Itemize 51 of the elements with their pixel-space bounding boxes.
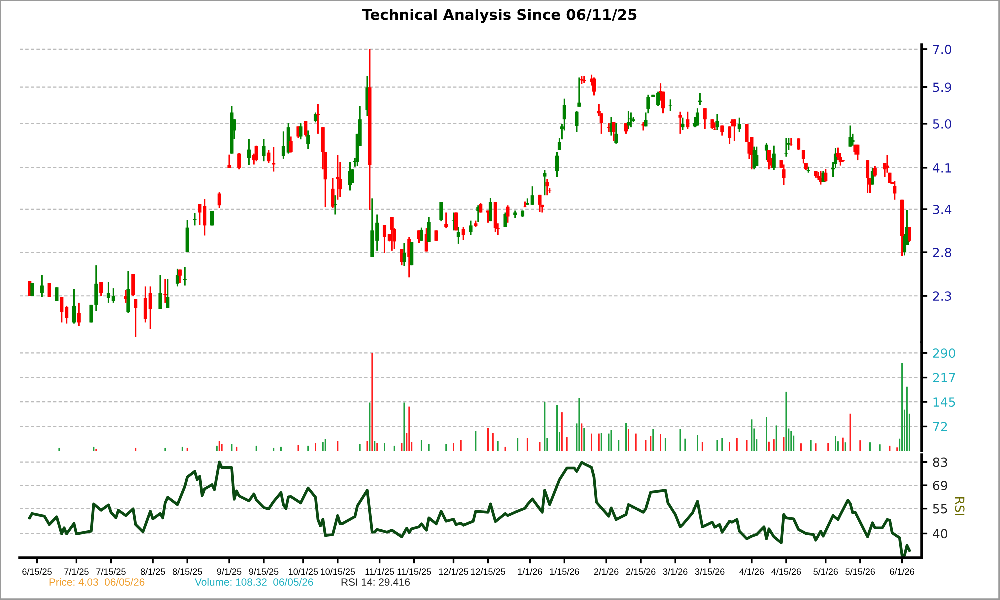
x-tick-label: 5/1/26: [814, 568, 838, 576]
x-tick-label: 1/1/26: [518, 568, 542, 576]
candlestick: [90, 304, 94, 324]
chart-title: Technical Analysis Since 06/11/25: [362, 9, 637, 24]
x-tick-label: 12/15/25: [471, 568, 506, 576]
x-tick-label: 3/1/26: [663, 568, 688, 576]
y-tick-label: 5.0: [933, 119, 952, 129]
y-axis-title: RSI: [955, 498, 965, 516]
x-tick-label: 2/15/26: [626, 568, 656, 576]
x-tick-label: 8/15/25: [172, 568, 202, 576]
x-tick-label: 4/15/26: [772, 568, 802, 576]
y-tick-label: 145: [934, 398, 956, 408]
y-tick-label: 4.1: [933, 164, 952, 173]
text: Volume: 108.32 06/05/26: [195, 578, 314, 586]
candlestick: [410, 242, 414, 266]
text: RSI 14: 29.416: [342, 578, 410, 586]
y-tick-label: 290: [933, 348, 956, 358]
x-tick-label: 2/1/26: [594, 568, 619, 576]
y-tick-label: 2.3: [933, 292, 952, 302]
y-tick-label: 40: [933, 529, 948, 539]
x-tick-label: 7/15/25: [96, 568, 126, 576]
candlestick: [30, 282, 34, 297]
line-series: [28, 460, 912, 558]
x-tick-label: 11/15/25: [398, 568, 432, 576]
y-tick-label: 7.0: [933, 44, 952, 54]
y-tick-label: 2.8: [933, 248, 952, 258]
x-tick-label: 1/15/26: [550, 568, 580, 576]
x-tick-label: 5/15/26: [846, 568, 876, 576]
candlestick: [48, 282, 52, 298]
x-tick-label: 6/1/26: [890, 568, 914, 576]
x-tick-label: 3/15/26: [695, 568, 725, 576]
text: Price: 4.03 06/05/26: [50, 578, 145, 586]
x-tick-label: 12/1/25: [439, 568, 468, 576]
y-tick-label: 217: [933, 373, 956, 383]
y-tick-label: 3.4: [933, 204, 952, 214]
x-tick-label: 7/1/25: [64, 568, 89, 576]
y-tick-label: 72: [933, 422, 948, 432]
x-tick-label: 11/1/25: [366, 568, 394, 576]
x-tick-label: 4/1/26: [740, 568, 764, 576]
y-tick-label: 83: [933, 458, 948, 468]
y-tick-label: 69: [933, 481, 948, 490]
candlestick: [55, 286, 59, 302]
y-tick-label: 5.9: [933, 82, 952, 92]
x-tick-label: 9/1/25: [217, 568, 242, 576]
x-tick-label: 8/1/25: [140, 568, 166, 576]
x-tick-label: 10/1/25: [289, 568, 318, 576]
y-tick-label: 55: [933, 504, 948, 514]
x-tick-label: 6/15/25: [22, 568, 52, 576]
x-tick-label: 10/15/25: [321, 568, 356, 576]
x-tick-label: 9/15/25: [249, 568, 279, 576]
candlestick: [434, 230, 438, 242]
